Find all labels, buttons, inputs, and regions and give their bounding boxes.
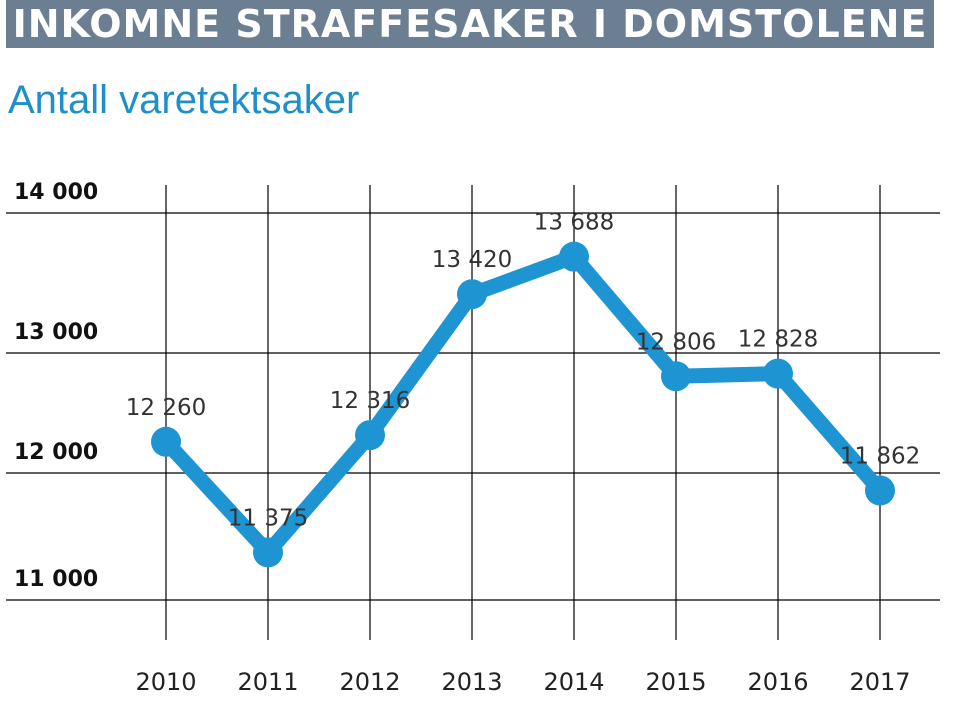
data-label: 12 828: [738, 327, 818, 353]
data-label: 11 375: [228, 505, 308, 531]
x-tick-label: 2010: [135, 668, 196, 696]
data-point: [457, 279, 487, 310]
x-tick-label: 2017: [849, 668, 910, 696]
x-tick-label: 2011: [237, 668, 298, 696]
x-tick-label: 2016: [747, 668, 808, 696]
chart-subtitle: Antall varetektsaker: [8, 78, 360, 122]
y-tick-label: 11 000: [14, 567, 98, 592]
data-label: 12 316: [330, 388, 410, 414]
x-tick-label: 2015: [645, 668, 706, 696]
data-point: [865, 475, 895, 506]
y-tick-label: 13 000: [14, 320, 98, 345]
data-point: [355, 420, 385, 451]
x-tick-label: 2012: [339, 668, 400, 696]
y-tick-label: 12 000: [14, 440, 98, 465]
data-label: 13 688: [534, 210, 614, 236]
x-tick-label: 2013: [441, 668, 502, 696]
data-point: [151, 426, 181, 457]
chart-title-banner: INKOMNE STRAFFESAKER I DOMSTOLENE: [6, 0, 934, 48]
x-tick-label: 2014: [543, 668, 604, 696]
data-point: [253, 537, 283, 568]
data-point: [763, 358, 793, 389]
y-tick-label: 14 000: [14, 180, 98, 205]
series-line: [158, 249, 888, 560]
data-label: 12 260: [126, 395, 206, 421]
data-point: [661, 361, 691, 392]
data-label: 11 862: [840, 444, 920, 470]
data-label: 13 420: [432, 247, 512, 273]
data-point: [559, 241, 589, 272]
data-label: 12 806: [636, 329, 716, 355]
